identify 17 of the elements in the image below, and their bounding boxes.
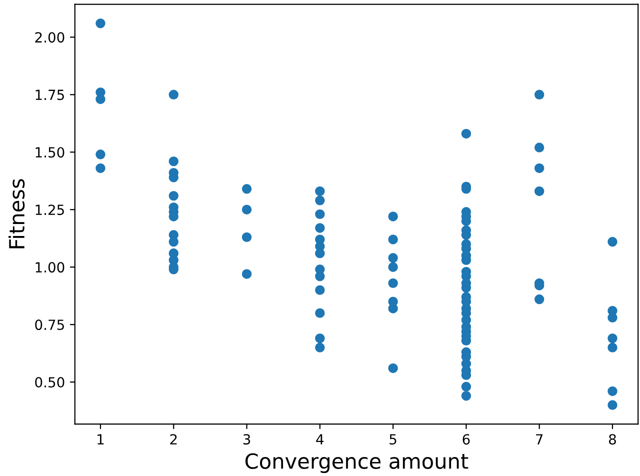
- x-tick-label: 5: [390, 434, 396, 445]
- x-tick-label: 1: [98, 434, 104, 444]
- x-tick-label: 7: [536, 434, 543, 444]
- x-tick-label: 6: [462, 434, 470, 445]
- y-axis-title: Fitness: [8, 179, 25, 248]
- y-tick-label: 0.50: [35, 377, 64, 388]
- x-tick-label: 3: [243, 434, 250, 445]
- y-tick-label: 1.50: [36, 147, 64, 158]
- y-tick-label: 1.00: [36, 262, 64, 273]
- y-tick-label: 1.25: [36, 204, 64, 216]
- y-tick-label: 2.00: [35, 32, 64, 43]
- x-tick-label: 8: [609, 434, 616, 445]
- x-axis-title: Convergence amount: [245, 453, 468, 473]
- x-tick-label: 4: [316, 434, 324, 444]
- x-tick-label: 2: [170, 434, 177, 444]
- y-tick-label: 1.75: [36, 90, 64, 100]
- y-tick-label: 0.75: [35, 320, 64, 330]
